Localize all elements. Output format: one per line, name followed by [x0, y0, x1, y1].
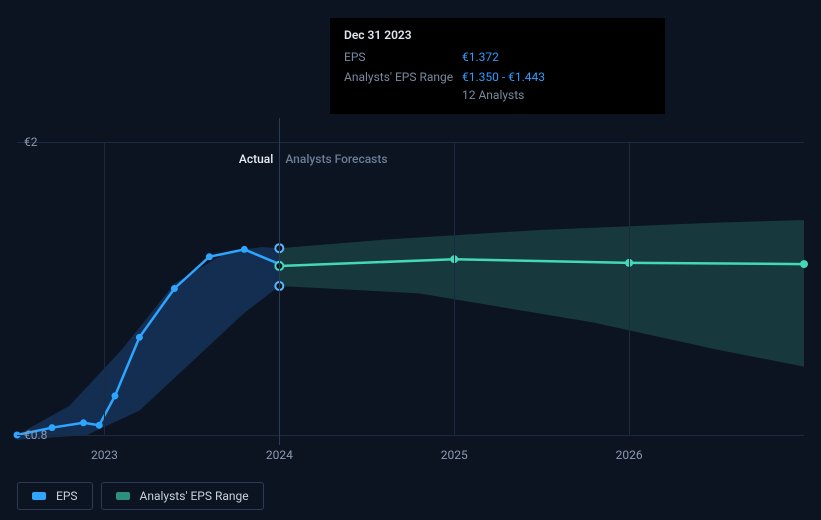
region-label-actual: Actual — [17, 152, 273, 166]
x-axis-label: 2024 — [266, 448, 293, 462]
tooltip-row-eps: EPS €1.372 — [344, 48, 651, 66]
gridline-h — [17, 435, 804, 436]
legend-swatch — [116, 492, 130, 500]
tooltip-label: EPS — [344, 48, 462, 66]
legend-item-eps[interactable]: EPS — [17, 482, 93, 510]
legend-label: Analysts' EPS Range — [140, 489, 249, 503]
legend-swatch — [32, 492, 46, 500]
tooltip-analyst-count: 12 Analysts — [462, 88, 651, 102]
region-label-forecast: Analysts Forecasts — [285, 152, 387, 166]
tooltip-date: Dec 31 2023 — [344, 28, 651, 42]
legend-item-range[interactable]: Analysts' EPS Range — [101, 482, 264, 510]
tooltip-value: €1.372 — [462, 48, 499, 66]
x-axis-label: 2025 — [441, 448, 468, 462]
legend: EPS Analysts' EPS Range — [17, 482, 264, 510]
y-axis-label: €2 — [24, 135, 38, 149]
gridline-v — [104, 142, 105, 435]
tooltip-value: €1.350 - €1.443 — [462, 68, 545, 86]
actual-forecast-divider — [279, 118, 280, 445]
gridline-h — [17, 142, 804, 143]
gridline-v — [629, 142, 630, 435]
eps-chart: Dec 31 2023 EPS €1.372 Analysts' EPS Ran… — [0, 0, 821, 520]
gridline-v — [454, 142, 455, 435]
tooltip-row-range: Analysts' EPS Range €1.350 - €1.443 — [344, 68, 651, 86]
x-axis-label: 2023 — [91, 448, 118, 462]
y-axis-label: €0.8 — [24, 428, 47, 442]
x-axis-label: 2026 — [616, 448, 643, 462]
chart-tooltip: Dec 31 2023 EPS €1.372 Analysts' EPS Ran… — [330, 18, 665, 114]
chart-svg — [17, 142, 804, 435]
tooltip-label: Analysts' EPS Range — [344, 68, 462, 86]
plot-area[interactable]: Actual Analysts Forecasts — [17, 142, 804, 435]
legend-label: EPS — [56, 489, 78, 503]
